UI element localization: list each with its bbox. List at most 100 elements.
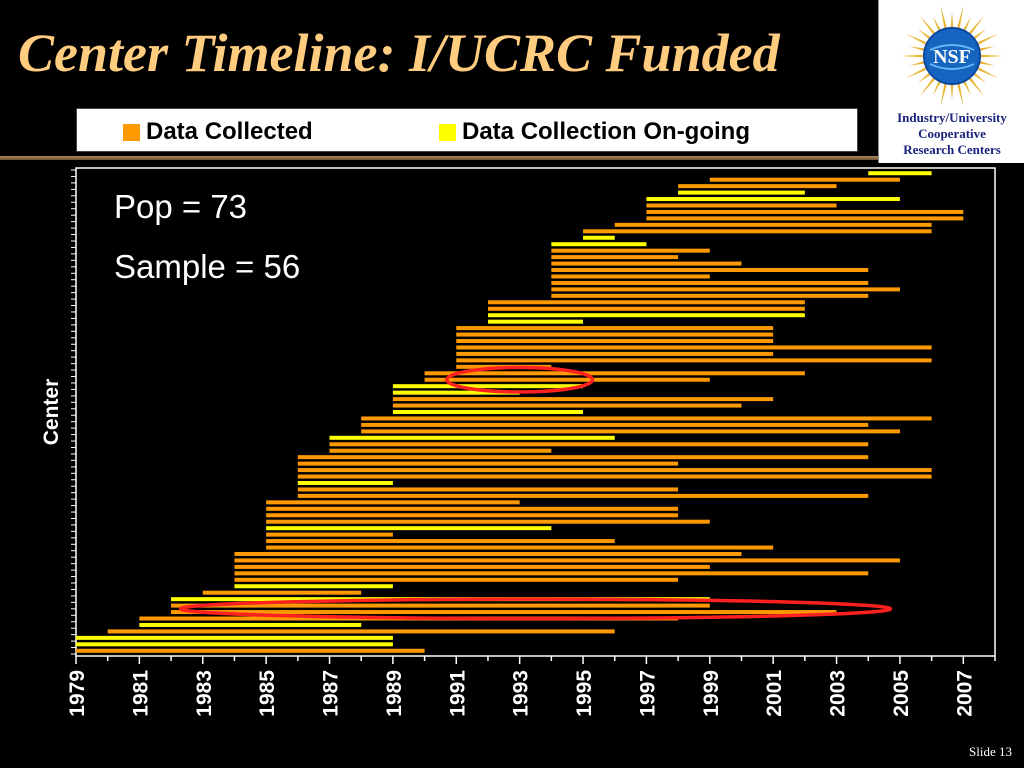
x-tick-label: 1997: [636, 670, 659, 717]
timeline-bar: [361, 429, 900, 434]
logo-ray: [909, 46, 928, 52]
timeline-bar: [392, 390, 520, 395]
timeline-bar: [392, 397, 774, 402]
timeline-bar: [234, 571, 869, 576]
logo-ray: [961, 16, 972, 34]
timeline-bar: [171, 610, 837, 615]
timeline-bar: [329, 448, 552, 453]
timeline-bar: [392, 409, 584, 415]
logo-caption-line-1: Industry/University: [897, 110, 1007, 125]
timeline-bar: [202, 590, 362, 595]
logo-ray: [932, 78, 943, 96]
timeline-bar: [266, 532, 393, 537]
timeline-bar: [456, 332, 774, 337]
timeline-bar: [424, 371, 805, 376]
timeline-bar: [297, 480, 393, 485]
x-tick-label: 1995: [573, 670, 596, 717]
x-tick-label: 1989: [383, 670, 406, 717]
population-annotation: Pop = 73: [114, 188, 247, 225]
timeline-bar: [297, 455, 869, 460]
logo-ray: [961, 78, 972, 96]
timeline-bar: [361, 422, 869, 427]
logo-ray: [971, 28, 987, 42]
timeline-bar: [76, 648, 425, 653]
timeline-bar: [171, 603, 710, 608]
x-tick-label: 2001: [763, 670, 786, 717]
plot-frame: [75, 167, 996, 657]
timeline-bar: [551, 248, 710, 253]
x-tick-label: 1987: [320, 670, 343, 717]
y-axis-label: Center: [40, 379, 63, 446]
timeline-bar: [266, 500, 520, 505]
logo-ray: [932, 16, 943, 34]
logo-ray: [976, 60, 995, 66]
timeline-bar: [456, 351, 774, 356]
timeline-bar: [297, 461, 679, 466]
x-tick-label: 1991: [446, 670, 469, 717]
logo-ray: [917, 28, 933, 42]
x-tick-label: 1981: [129, 670, 152, 717]
x-tick-label: 1999: [700, 670, 723, 717]
timeline-bar: [551, 293, 869, 298]
slide-title: Center Timeline: I/UCRC Funded: [18, 23, 780, 83]
chart-legend: Data Collected Data Collection On-going: [76, 108, 858, 152]
x-tick-label: 2005: [890, 670, 913, 717]
logo-ray: [976, 46, 995, 52]
logo-ray: [950, 12, 954, 31]
logo-ray: [956, 5, 964, 32]
timeline-bar: [646, 209, 964, 214]
timeline-bar: [487, 300, 805, 305]
legend-label-collected: Data Collected: [146, 118, 313, 145]
timeline-bar: [456, 326, 774, 331]
timeline-bar: [646, 197, 900, 202]
timeline-bar: [678, 190, 805, 195]
nsf-emblem-icon: NSF: [900, 5, 1004, 107]
timeline-bar: [329, 435, 615, 440]
x-tick-label: 2007: [953, 670, 976, 717]
logo-ray: [919, 15, 938, 37]
timeline-bar: [424, 377, 710, 382]
title-divider: [0, 156, 878, 160]
nsf-logo: NSF Industry/University Cooperative Rese…: [878, 0, 1024, 163]
highlight-ellipse: [445, 365, 595, 394]
highlight-ellipses: [178, 365, 893, 621]
x-tick-label: 1985: [256, 670, 279, 717]
legend-swatch-collected: [123, 123, 140, 141]
highlight-ellipse: [178, 597, 893, 621]
timeline-bar: [456, 339, 774, 344]
timeline-bar: [297, 493, 869, 498]
timeline-bar: [551, 261, 742, 266]
logo-ray: [950, 81, 954, 100]
sample-annotation: Sample = 56: [114, 248, 300, 285]
timeline-bar: [234, 584, 393, 589]
logo-ray: [919, 75, 938, 97]
x-tick-label: 1993: [510, 670, 533, 717]
timeline-bar: [266, 513, 679, 518]
logo-ray: [917, 70, 933, 84]
slide-number: Slide 13: [969, 744, 1012, 759]
timeline-bar: [297, 487, 679, 492]
logo-ray: [909, 60, 928, 66]
timeline-bar: [234, 551, 742, 556]
timeline-bar: [297, 474, 932, 479]
logo-ray: [971, 70, 987, 84]
timeline-bar: [234, 577, 679, 582]
x-axis-ticks: 1979 1981 1983 1985 1987 1989 1991 1993 1995 1997…: [66, 656, 996, 717]
timeline-bar: [583, 229, 932, 234]
timeline-bar: [487, 306, 805, 311]
logo-ray: [966, 15, 985, 37]
logo-ray: [905, 65, 930, 79]
timeline-bar: [329, 442, 869, 447]
timeline-bar: [234, 564, 710, 569]
timeline-bar: [678, 184, 837, 189]
timeline-bar: [266, 545, 774, 550]
logo-ray: [974, 65, 999, 79]
timeline-bar: [487, 319, 584, 324]
y-axis-ticks: [71, 169, 76, 655]
timeline-bar: [234, 558, 900, 563]
logo-ray: [974, 33, 999, 47]
logo-caption: Industry/University Cooperative Research…: [879, 110, 1024, 158]
timeline-bar: [551, 268, 869, 273]
timeline-bar: [392, 384, 584, 389]
timeline-bar: [868, 171, 932, 176]
